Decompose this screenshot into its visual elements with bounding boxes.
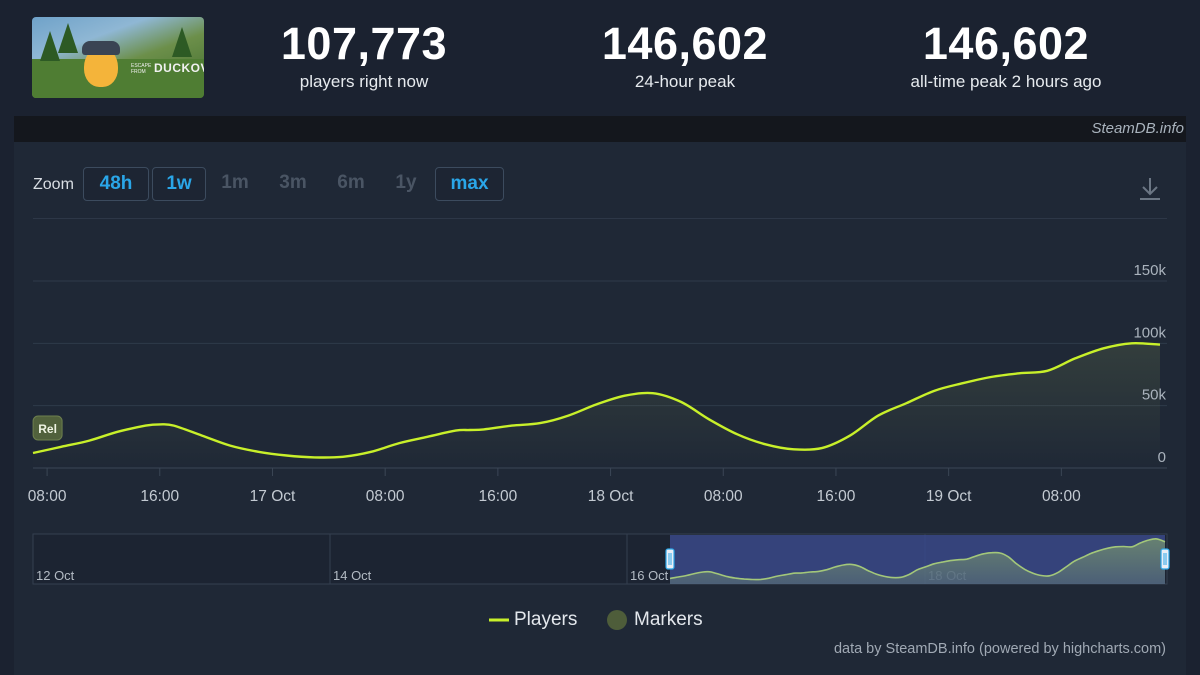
markers: Rel [32, 415, 63, 441]
legend-players-line-icon[interactable] [487, 608, 511, 632]
zoom-6m-button[interactable]: 6m [337, 172, 365, 193]
stat-label: 24-hour peak [634, 72, 736, 91]
y-tick-label: 0 [1158, 449, 1166, 466]
navigator-date-label: 12 Oct [36, 568, 75, 583]
navigator-date-label: 14 Oct [333, 568, 372, 583]
legend-markers-label[interactable]: Markers [634, 609, 703, 630]
players-line-group [32, 341, 1161, 459]
cover-tree [40, 31, 60, 61]
x-tick-label: 19 Oct [926, 488, 972, 505]
footer-credit: data by SteamDB.info (powered by highcha… [833, 641, 1166, 657]
navigator-left-handle[interactable] [665, 548, 675, 570]
stat-24h-peak: 146,602 24-hour peak [565, 18, 805, 92]
cover-logo-small: ESCAPE FROM [131, 63, 152, 75]
zoom-1m-button[interactable]: 1m [221, 172, 249, 193]
x-tick-label: 17 Oct [250, 488, 296, 505]
cover-hill [32, 59, 204, 98]
cover-logo-text: DUCKOV [154, 61, 204, 75]
legend-players-label[interactable]: Players [514, 609, 578, 630]
y-tick-label: 150k [1133, 262, 1166, 279]
zoom-48h-button[interactable]: 48h [83, 167, 149, 201]
navigator-date-label: 16 Oct [630, 568, 669, 583]
x-axis-labels: 08:00 16:00 17 Oct 08:00 16:00 18 Oct 08:00 16:… [28, 468, 1081, 505]
stat-value: 146,602 [922, 18, 1090, 69]
stats-header: ESCAPE FROM DUCKOV 107,773 players right… [0, 0, 1200, 116]
download-icon[interactable] [1137, 174, 1163, 204]
release-marker-badge [32, 415, 63, 441]
legend-markers-dot-icon[interactable] [605, 608, 629, 632]
cover-tree [172, 27, 192, 57]
x-tick-label: 08:00 [704, 488, 743, 505]
zoom-3m-button[interactable]: 3m [279, 172, 307, 193]
y-axis-labels: 0 50k 100k 150k [1133, 262, 1166, 466]
y-tick-label: 100k [1133, 324, 1166, 341]
x-tick-label: 08:00 [1042, 488, 1081, 505]
stat-value: 146,602 [601, 18, 769, 69]
x-tick-label: 08:00 [366, 488, 405, 505]
stat-current-players: 107,773 players right now [244, 18, 484, 92]
x-tick-label: 18 Oct [588, 488, 634, 505]
game-cover-image[interactable]: ESCAPE FROM DUCKOV [32, 17, 204, 98]
x-tick-label: 16:00 [140, 488, 179, 505]
release-marker[interactable]: Rel [32, 415, 63, 441]
x-tick-label: 08:00 [28, 488, 67, 505]
stat-label: players right now [299, 72, 429, 91]
x-tick-label: 16:00 [817, 488, 856, 505]
credit-bar: SteamDB.info [14, 116, 1186, 142]
navigator-right-handle[interactable] [1160, 548, 1170, 570]
cover-duck-hat [82, 41, 120, 55]
navigator-line [669, 538, 1166, 581]
steamdb-credit[interactable]: SteamDB.info [1091, 120, 1184, 137]
release-marker-label: Rel [38, 422, 57, 436]
zoom-divider [33, 218, 1167, 219]
zoom-1w-button[interactable]: 1w [152, 167, 206, 201]
stat-label: all-time peak 2 hours ago [910, 72, 1102, 91]
stat-value: 107,773 [280, 18, 448, 69]
stat-all-time-peak: 146,602 all-time peak 2 hours ago [866, 18, 1146, 92]
y-tick-label: 50k [1142, 387, 1167, 404]
players-line [32, 341, 1161, 459]
x-tick-label: 16:00 [478, 488, 517, 505]
legend: Players Markers [487, 608, 727, 632]
zoom-max-button[interactable]: max [435, 167, 504, 201]
zoom-1y-button[interactable]: 1y [395, 172, 417, 193]
zoom-label: Zoom [33, 176, 74, 193]
navigator-area [670, 538, 1165, 584]
cover-tree [58, 23, 78, 53]
